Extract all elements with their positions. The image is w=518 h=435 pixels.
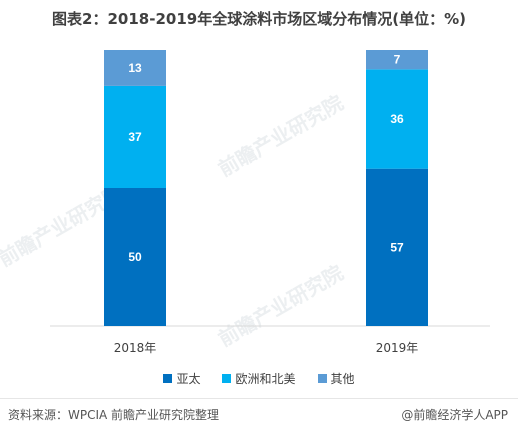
data-label-0-1: 37 — [128, 130, 142, 144]
bar-segment-1-0 — [366, 168, 428, 326]
data-label-1-1: 36 — [390, 112, 404, 126]
legend-item-europe-north-america: 欧洲和北美 — [222, 370, 296, 387]
legend-swatch-europe-north-america — [222, 374, 232, 383]
bar-segment-1-2 — [366, 50, 428, 70]
bar-segment-0-2 — [104, 50, 166, 86]
bar-segment-0-1 — [104, 85, 166, 188]
source-note: 资料来源：WPCIA 前瞻产业研究院整理 — [8, 408, 220, 422]
x-tick-label-0: 2018年 — [114, 341, 157, 355]
data-label-1-0: 57 — [390, 240, 404, 254]
data-label-0-2: 13 — [128, 61, 142, 75]
legend-item-other: 其他 — [317, 370, 355, 387]
chart-title: 图表2：2018-2019年全球涂料市场区域分布情况(单位：%) — [52, 10, 466, 28]
legend-swatch-asia-pacific — [163, 374, 173, 383]
footer-divider — [0, 398, 518, 399]
legend-item-asia-pacific: 亚太 — [163, 370, 200, 387]
legend-label-europe-north-america: 欧洲和北美 — [235, 372, 296, 386]
legend: 亚太 欧洲和北美 其他 — [0, 370, 518, 387]
stacked-bar-chart: 50 37 13 2018年 57 36 7 2019年 — [50, 50, 490, 355]
bar-segment-1-1 — [366, 69, 428, 169]
data-label-1-2: 7 — [394, 53, 401, 67]
bar-segment-0-0 — [104, 188, 166, 326]
brand-note: @前瞻经济学人APP — [401, 408, 508, 422]
x-tick-label-1: 2019年 — [376, 341, 419, 355]
legend-label-other: 其他 — [330, 372, 355, 386]
legend-label-asia-pacific: 亚太 — [176, 372, 201, 386]
legend-swatch-other — [317, 374, 327, 383]
data-label-0-0: 50 — [128, 250, 142, 264]
